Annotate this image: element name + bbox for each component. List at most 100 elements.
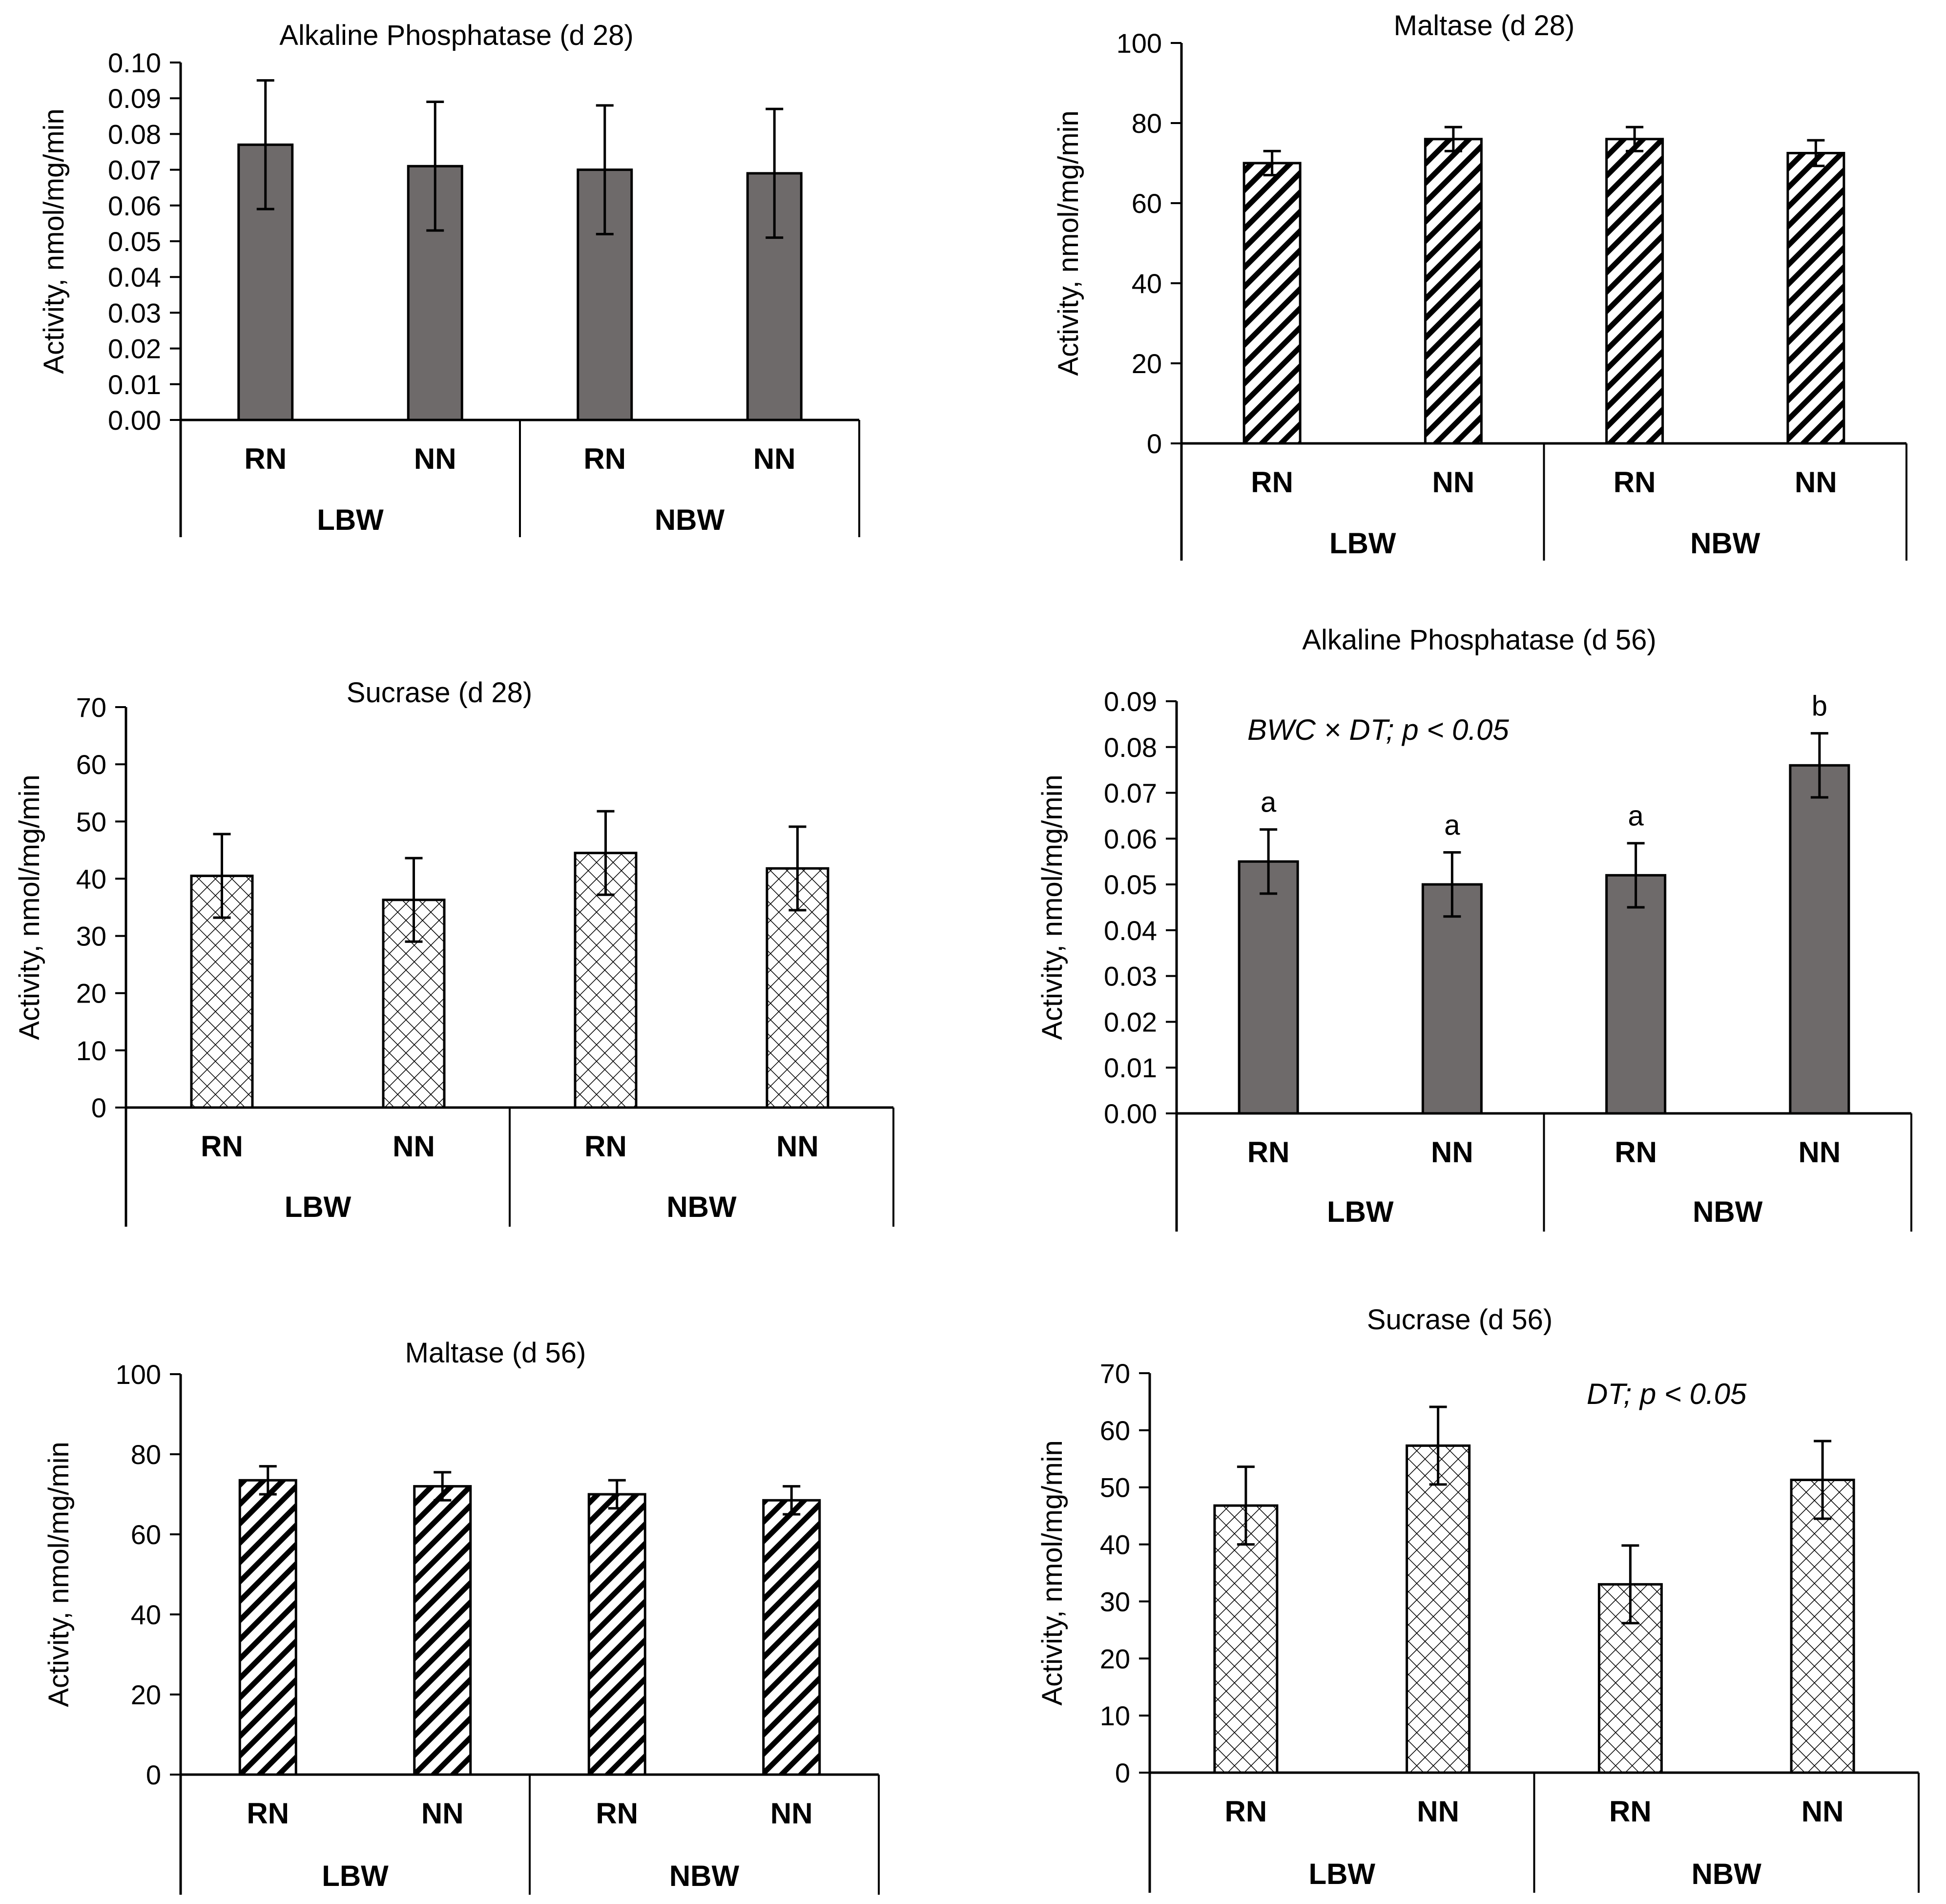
x-tick-label: RN [1225, 1795, 1267, 1828]
x-tick-label: NN [1799, 1136, 1841, 1169]
y-tick-label: 0.00 [1104, 1098, 1157, 1129]
y-tick-label: 10 [1100, 1700, 1130, 1731]
y-tick-label: 60 [1100, 1415, 1130, 1446]
group-label: NBW [666, 1191, 737, 1223]
y-axis-label: Activity, nmol/mg/min [38, 108, 70, 374]
bar [1605, 138, 1664, 445]
y-tick-label: 0.04 [1104, 915, 1157, 946]
x-tick-label: NN [1417, 1795, 1459, 1828]
error-bar [783, 1485, 801, 1516]
y-tick-label: 0.07 [108, 155, 161, 186]
x-tick-label: NN [776, 1130, 819, 1163]
significance-label: a [1628, 800, 1644, 832]
group-label: LBW [317, 503, 384, 536]
x-tick-label: NN [1795, 466, 1837, 499]
error-bar [1627, 842, 1645, 909]
y-tick-label: 0 [1115, 1758, 1130, 1788]
y-tick-label: 20 [1132, 348, 1162, 379]
chart-title: Maltase (d 56) [405, 1337, 586, 1369]
x-tick-label: NN [770, 1797, 813, 1830]
group-label: NBW [1693, 1195, 1763, 1228]
bar [238, 1479, 297, 1776]
error-bar [434, 1471, 452, 1502]
group-label: NBW [1690, 527, 1760, 560]
y-tick-label: 40 [131, 1599, 161, 1630]
chart-panel-4: Alkaline Phosphatase (d 56) Activity, nmo… [1036, 624, 1912, 1232]
y-tick-label: 0.08 [108, 119, 161, 149]
error-bar [608, 1479, 626, 1510]
error-bar [1237, 1465, 1255, 1546]
error-bar [1814, 1440, 1832, 1520]
y-tick-label: 0 [91, 1092, 106, 1123]
x-tick-label: RN [1615, 1136, 1657, 1169]
error-bar [596, 104, 614, 235]
y-axis-label: Activity, nmol/mg/min [1036, 774, 1068, 1040]
group-label: LBW [1308, 1858, 1375, 1890]
bar [1786, 152, 1845, 445]
y-tick-label: 60 [1132, 188, 1162, 219]
y-axis-label: Activity, nmol/mg/min [14, 774, 45, 1040]
y-tick-label: 0.05 [1104, 869, 1157, 900]
y-tick-label: 0.05 [108, 226, 161, 257]
bar [1790, 1479, 1855, 1774]
x-tick-label: NN [421, 1797, 464, 1830]
bar [1605, 874, 1667, 1115]
group-label: NBW [669, 1860, 740, 1892]
error-bar [1810, 732, 1828, 799]
x-tick-label: RN [244, 442, 287, 475]
chart-title: Alkaline Phosphatase (d 56) [1302, 624, 1656, 656]
y-tick-label: 80 [131, 1439, 161, 1470]
y-tick-label: 0.09 [1104, 686, 1157, 717]
y-tick-label: 40 [1132, 268, 1162, 299]
x-tick-label: RN [596, 1797, 638, 1830]
y-tick-label: 50 [76, 806, 106, 837]
y-tick-label: 0.04 [108, 262, 161, 293]
y-tick-label: 40 [1100, 1529, 1130, 1560]
y-tick-label: 0 [146, 1759, 161, 1790]
y-tick-label: 60 [131, 1519, 161, 1550]
group-label: NBW [1692, 1858, 1762, 1890]
error-bar [256, 79, 274, 210]
bar [413, 1485, 472, 1776]
chart-panel-3: Sucrase (d 28) Activity, nmol/mg/min 0 10 20… [14, 677, 894, 1227]
significance-label: a [1444, 809, 1460, 841]
y-tick-label: 100 [116, 1359, 161, 1390]
x-tick-label: RN [247, 1797, 289, 1830]
y-tick-label: 30 [1100, 1586, 1130, 1617]
bar [1213, 1504, 1279, 1774]
chart-title: Alkaline Phosphatase (d 28) [279, 20, 633, 51]
chart-panel-5: Maltase (d 56) Activity, nmol/mg/min 0 20 40… [43, 1337, 880, 1895]
error-bar [1626, 126, 1644, 152]
x-tick-label: NN [1432, 466, 1475, 499]
y-tick-label: 0.09 [108, 83, 161, 114]
y-tick-label: 0.03 [1104, 961, 1157, 992]
error-bar [1807, 139, 1825, 167]
x-tick-label: RN [584, 1130, 627, 1163]
y-axis-label: Activity, nmol/mg/min [1036, 1440, 1068, 1706]
y-tick-label: 40 [76, 863, 106, 894]
error-bar [1260, 828, 1278, 895]
group-label: LBW [285, 1191, 352, 1223]
chart-title: Sucrase (d 28) [347, 677, 532, 709]
error-bar [1429, 1405, 1447, 1486]
group-label: LBW [1327, 1195, 1394, 1228]
x-tick-label: RN [1251, 466, 1293, 499]
chart-panel-6: Sucrase (d 56) Activity, nmol/mg/min 0 10 20… [1036, 1304, 1920, 1893]
bar [1424, 138, 1483, 445]
y-tick-label: 0.02 [108, 334, 161, 364]
bar [1789, 764, 1850, 1115]
y-tick-label: 70 [1100, 1358, 1130, 1389]
y-axis-label: Activity, nmol/mg/min [43, 1442, 75, 1707]
bar [1406, 1444, 1471, 1774]
chart-panel-1: Alkaline Phosphatase (d 28) Activity, nmo… [38, 20, 860, 537]
chart-panel-2: Maltase (d 28) Activity, nmol/mg/min 0 20 40… [1053, 10, 1907, 561]
x-tick-label: NN [414, 442, 456, 475]
stat-annotation: BWC × DT; p < 0.05 [1247, 713, 1509, 746]
y-tick-label: 0.03 [108, 297, 161, 328]
error-bar [1621, 1544, 1639, 1625]
x-tick-label: NN [753, 442, 796, 475]
y-tick-label: 50 [1100, 1472, 1130, 1503]
x-tick-label: RN [1609, 1795, 1652, 1828]
y-axis-label: Activity, nmol/mg/min [1053, 110, 1084, 376]
significance-label: a [1261, 787, 1277, 818]
